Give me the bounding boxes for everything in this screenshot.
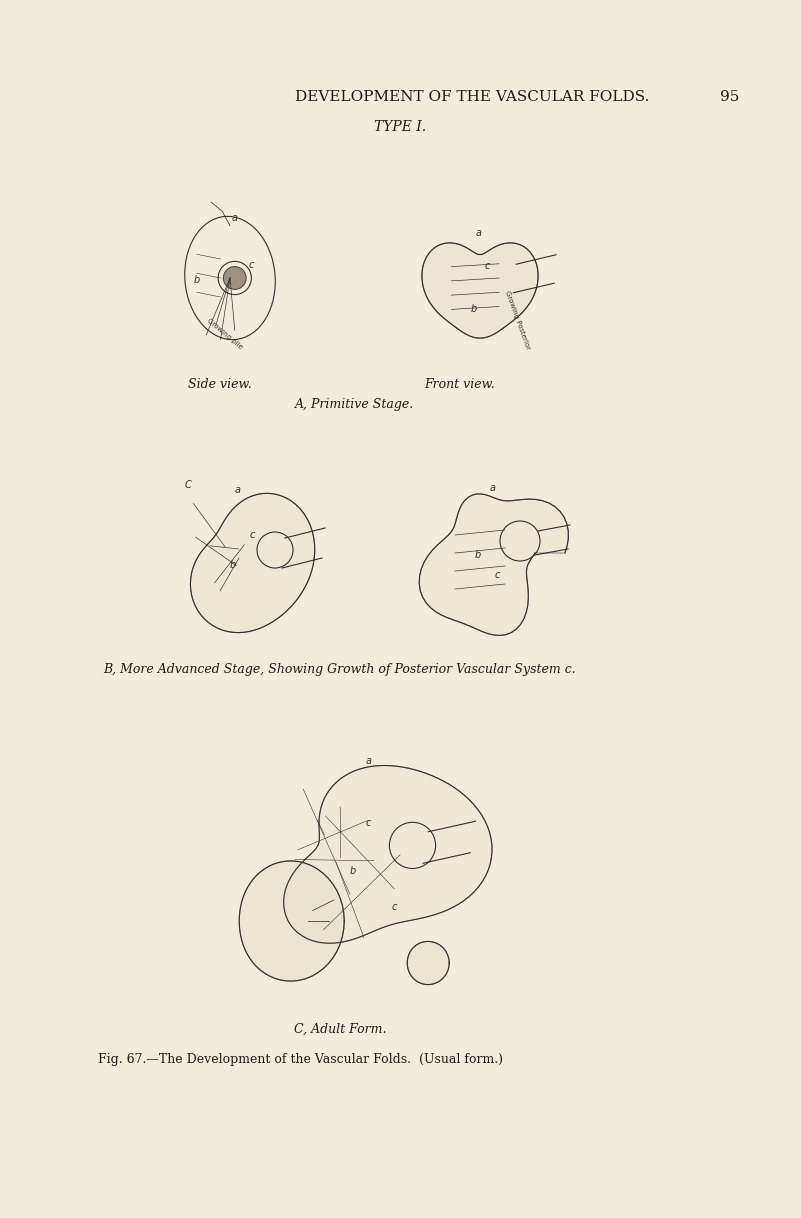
Text: Front view.: Front view. <box>425 378 496 391</box>
Text: Side view.: Side view. <box>188 378 252 391</box>
Text: a: a <box>232 213 238 223</box>
Text: c: c <box>495 570 501 580</box>
Text: B, More Advanced Stage, Showing Growth of Posterior Vascular System c.: B, More Advanced Stage, Showing Growth o… <box>103 663 577 676</box>
Text: b: b <box>230 560 236 570</box>
Text: A, Primitive Stage.: A, Primitive Stage. <box>296 398 415 410</box>
Text: C, Adult Form.: C, Adult Form. <box>294 1023 386 1037</box>
Text: b: b <box>349 866 356 876</box>
Polygon shape <box>419 495 569 636</box>
Text: a: a <box>365 755 371 765</box>
Text: c: c <box>365 818 371 828</box>
Circle shape <box>223 267 246 290</box>
Text: c: c <box>392 903 396 912</box>
Text: Fig. 67.—The Development of the Vascular Folds.  (Usual form.): Fig. 67.—The Development of the Vascular… <box>98 1054 502 1066</box>
Text: b: b <box>194 275 200 285</box>
Text: C: C <box>185 480 191 490</box>
Text: c: c <box>249 261 255 270</box>
Polygon shape <box>191 493 315 632</box>
Text: c: c <box>485 261 490 270</box>
Text: TYPE I.: TYPE I. <box>374 121 426 134</box>
Text: a: a <box>475 228 481 238</box>
Text: Growing Posterior: Growing Posterior <box>504 290 530 351</box>
Text: a: a <box>235 485 241 495</box>
Text: Growing pile: Growing pile <box>206 318 244 351</box>
Text: a: a <box>490 484 496 493</box>
Polygon shape <box>407 942 449 984</box>
Polygon shape <box>284 766 492 943</box>
Polygon shape <box>422 242 538 339</box>
Text: 95: 95 <box>720 90 739 104</box>
Text: DEVELOPMENT OF THE VASCULAR FOLDS.: DEVELOPMENT OF THE VASCULAR FOLDS. <box>295 90 650 104</box>
Polygon shape <box>239 861 344 980</box>
Text: b: b <box>470 303 477 314</box>
Text: b: b <box>475 551 481 560</box>
Text: c: c <box>250 530 256 540</box>
